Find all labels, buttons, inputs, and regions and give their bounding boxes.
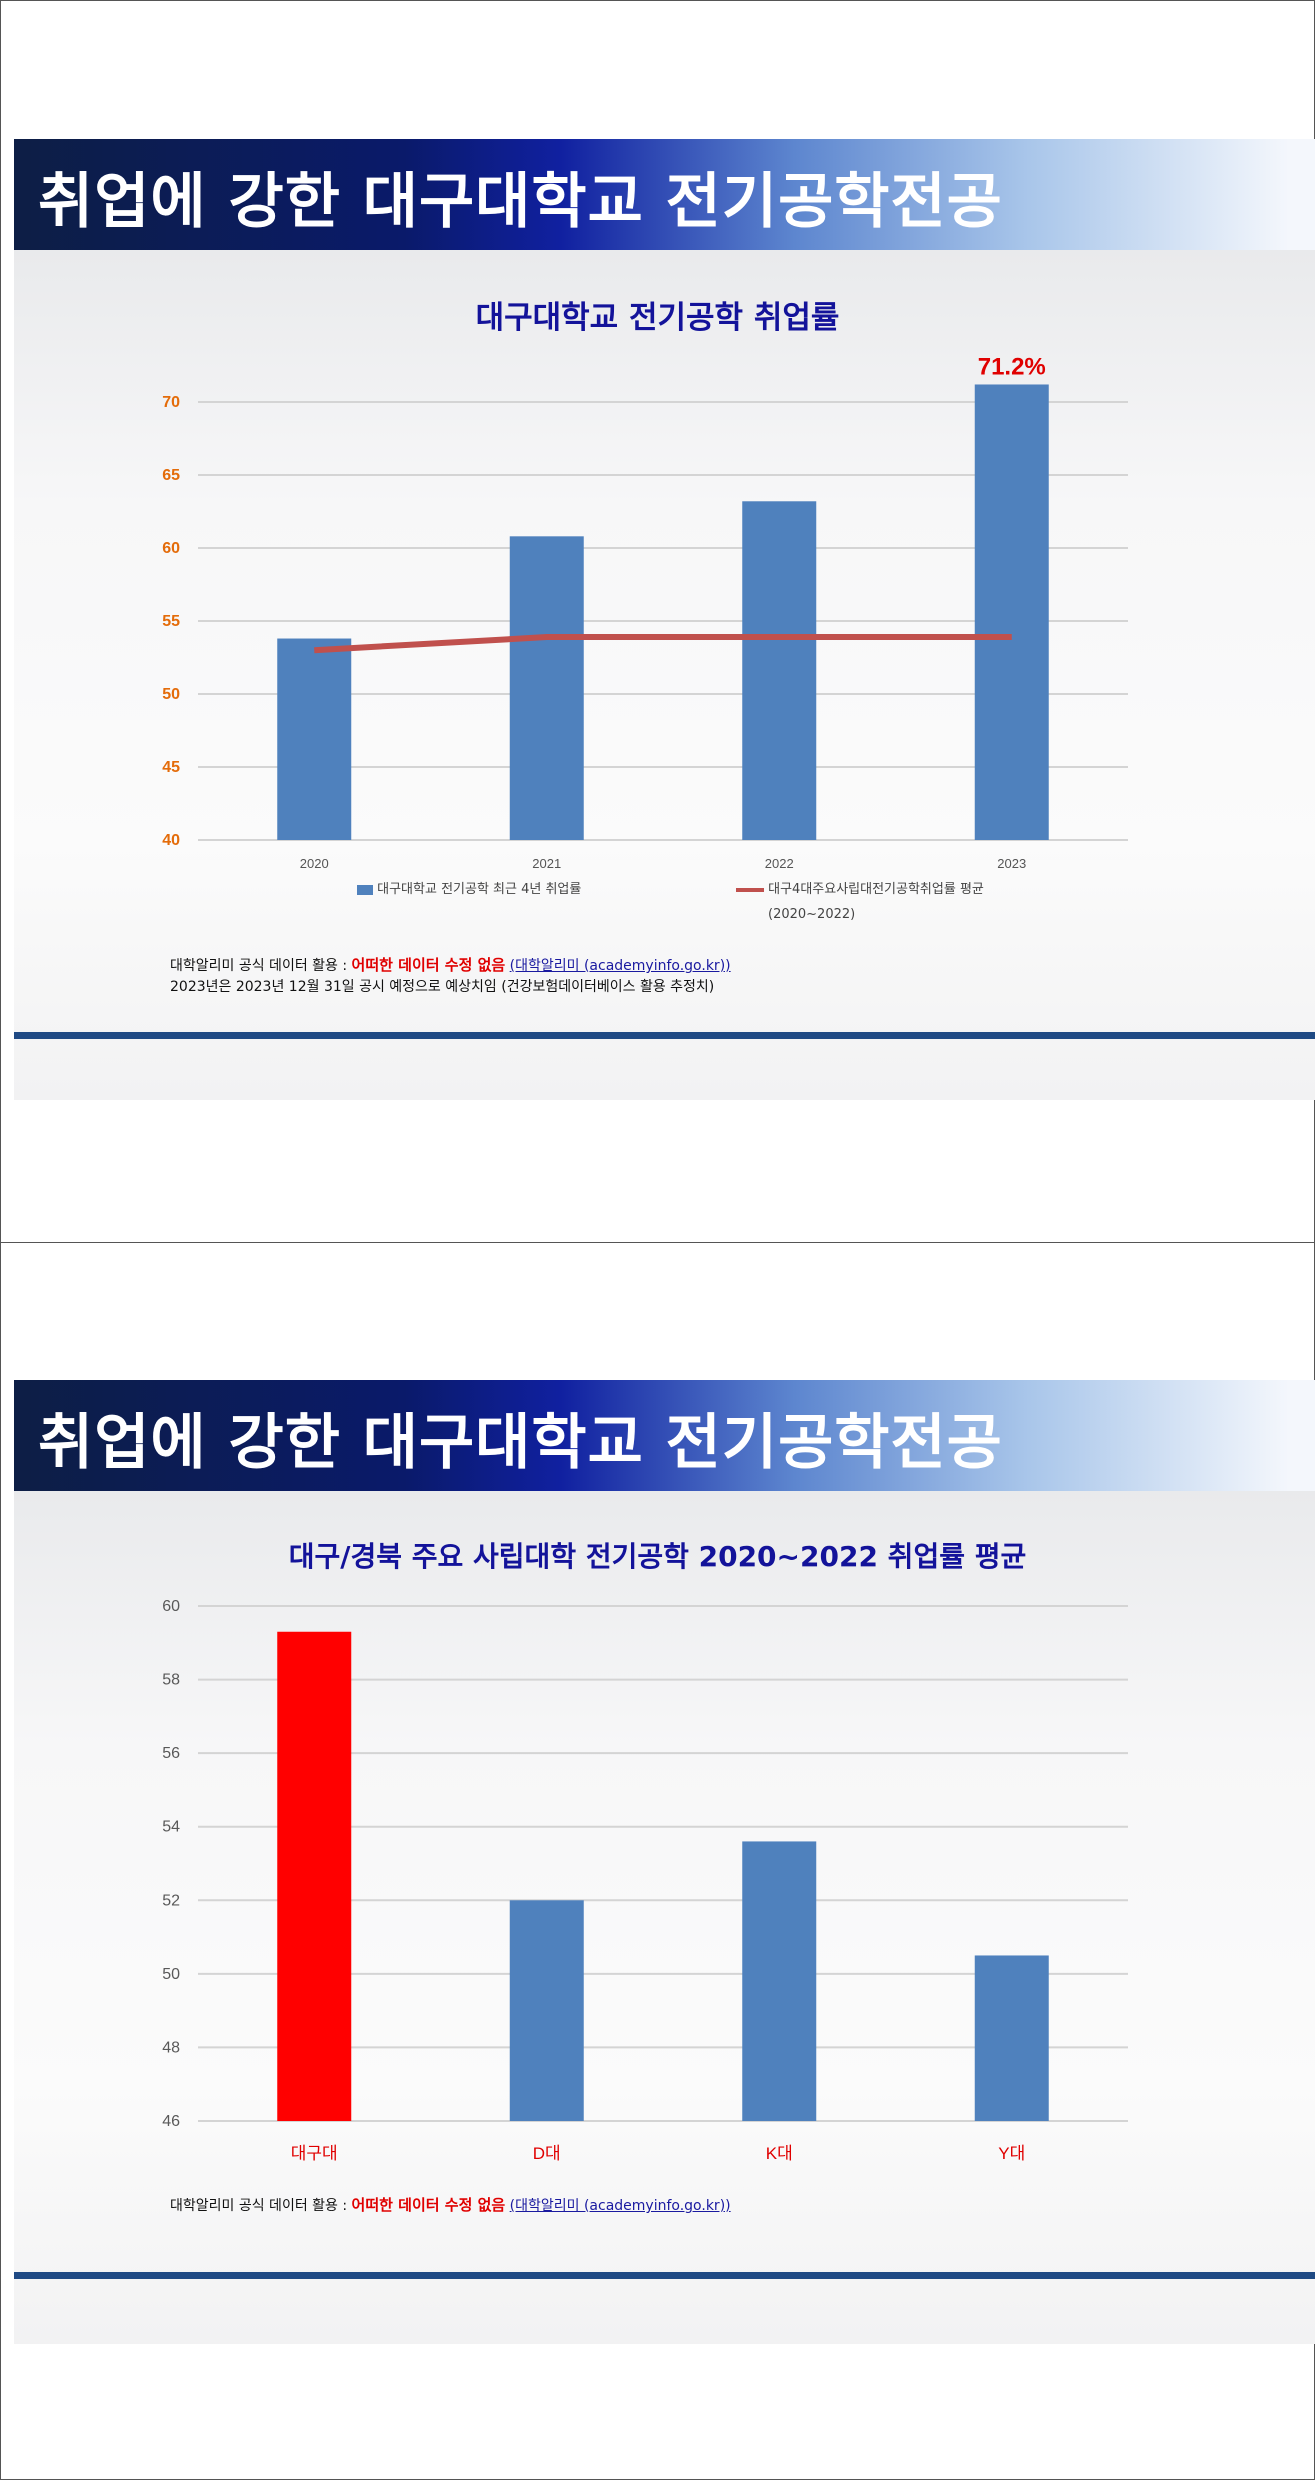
bar [277, 638, 352, 840]
x-tick-label: D대 [533, 2144, 561, 2163]
y-tick-label: 60 [162, 540, 180, 557]
legend-swatch-line [736, 887, 764, 892]
x-tick-label: 2023 [997, 856, 1026, 871]
data-label: 71.2% [978, 353, 1046, 380]
chart-1-title: 대구대학교 전기공학 취업률 [475, 300, 840, 336]
x-tick-label: 2021 [532, 856, 561, 871]
y-tick-label: 52 [162, 1892, 180, 1909]
estimate-note: 2023년은 2023년 12월 31일 공시 예정으로 예상치임 (건강보험데… [170, 979, 715, 995]
x-tick-label: 2020 [300, 856, 329, 871]
divider-rule [14, 2272, 1315, 2279]
bar [277, 1631, 352, 2121]
slide-1-header: 취업에 강한 대구대학교 전기공학전공 [14, 139, 1315, 250]
source-link[interactable]: (대학알리미 (academyinfo.go.kr)) [509, 2198, 731, 2214]
x-tick-label: K대 [766, 2144, 793, 2163]
y-tick-label: 58 [162, 1672, 180, 1689]
y-tick-label: 60 [162, 1598, 180, 1615]
y-tick-label: 50 [162, 686, 180, 703]
bar [509, 1900, 584, 2121]
bar [509, 536, 584, 840]
y-tick-label: 46 [162, 2113, 180, 2130]
source-note: 대학알리미 공식 데이터 활용 : 어떠한 데이터 수정 없음 (대학알리미 (… [170, 954, 731, 975]
bar [742, 1841, 817, 2121]
legend-swatch-bar [357, 884, 373, 895]
note-prefix: 대학알리미 공식 데이터 활용 : [170, 2198, 352, 2214]
note-emphasis: 어떠한 데이터 수정 없음 [351, 956, 506, 974]
slide-2-header: 취업에 강한 대구대학교 전기공학전공 [14, 1380, 1315, 1491]
y-tick-label: 48 [162, 2039, 180, 2056]
y-tick-label: 54 [162, 1819, 180, 1836]
y-tick-label: 70 [162, 394, 180, 411]
chart-2-title: 대구/경북 주요 사립대학 전기공학 2020~2022 취업률 평균 [288, 1540, 1027, 1573]
bar [742, 501, 817, 840]
x-tick-label: Y대 [998, 2144, 1025, 2163]
note-prefix: 대학알리미 공식 데이터 활용 : [170, 958, 352, 974]
legend-item-bar: 대구대학교 전기공학 최근 4년 취업률 [357, 878, 581, 897]
y-tick-label: 40 [162, 832, 180, 849]
divider-rule [14, 1032, 1315, 1039]
slide-1-content-area [14, 250, 1315, 1100]
note-emphasis: 어떠한 데이터 수정 없음 [351, 2196, 506, 2214]
slide-title: 취업에 강한 대구대학교 전기공학전공 [38, 167, 1003, 237]
legend-label: 대구대학교 전기공학 최근 4년 취업률 [377, 882, 582, 897]
slide-title: 취업에 강한 대구대학교 전기공학전공 [38, 1408, 1003, 1478]
legend-item-line: 대구4대주요사립대전기공학취업률 평균 (2020~2022) [736, 878, 984, 922]
average-line [314, 634, 1012, 654]
y-tick-label: 50 [162, 1966, 180, 1983]
x-tick-label: 대구대 [291, 2144, 338, 2163]
chart-1: 40 45 50 55 60 65 70 2020 2021 2022 2023 71.2% [162, 353, 1128, 871]
y-tick-label: 55 [162, 613, 180, 630]
bar [974, 1955, 1049, 2121]
legend-label: 대구4대주요사립대전기공학취업률 평균 [768, 882, 984, 897]
source-link[interactable]: (대학알리미 (academyinfo.go.kr)) [509, 958, 731, 974]
bar [974, 384, 1049, 840]
y-tick-label: 65 [162, 467, 180, 484]
slide-2-content-area [14, 1489, 1315, 2344]
x-tick-label: 2022 [765, 856, 794, 871]
legend-label-line2: (2020~2022) [768, 907, 856, 922]
y-tick-label: 45 [162, 759, 180, 776]
source-note: 대학알리미 공식 데이터 활용 : 어떠한 데이터 수정 없음 (대학알리미 (… [170, 2194, 731, 2215]
y-tick-label: 56 [162, 1745, 180, 1762]
